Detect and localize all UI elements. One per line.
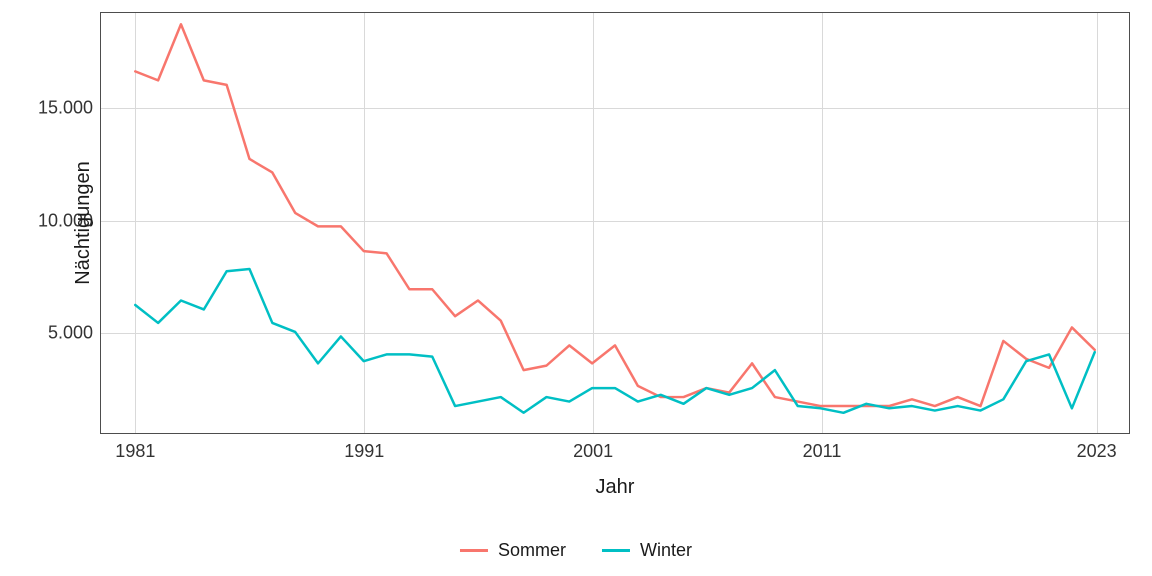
data-lines xyxy=(101,13,1129,433)
y-axis-title: Nächtigungen xyxy=(72,161,95,284)
series-line-sommer xyxy=(135,24,1094,406)
y-tick-label: 5.000 xyxy=(48,323,101,344)
legend-label: Winter xyxy=(640,540,692,561)
chart-container: 5.00010.00015.000 19811991200120112023 N… xyxy=(0,0,1152,576)
legend: Sommer Winter xyxy=(460,540,692,561)
legend-swatch xyxy=(602,549,630,552)
legend-item-winter: Winter xyxy=(602,540,692,561)
legend-label: Sommer xyxy=(498,540,566,561)
y-tick-label: 15.000 xyxy=(38,97,101,118)
x-tick-label: 1981 xyxy=(115,433,155,462)
legend-swatch xyxy=(460,549,488,552)
x-tick-label: 1991 xyxy=(344,433,384,462)
legend-item-sommer: Sommer xyxy=(460,540,566,561)
x-tick-label: 2011 xyxy=(803,433,842,462)
x-tick-label: 2001 xyxy=(573,433,613,462)
x-axis-title: Jahr xyxy=(596,476,635,499)
plot-panel: 5.00010.00015.000 19811991200120112023 xyxy=(100,12,1130,434)
series-line-winter xyxy=(135,269,1094,413)
x-tick-label: 2023 xyxy=(1077,433,1117,462)
